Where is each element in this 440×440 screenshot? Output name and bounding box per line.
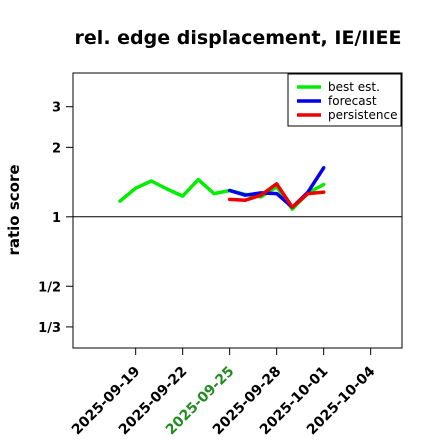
y-axis-label: ratio score [5, 164, 23, 255]
series-line-persistence [227, 182, 326, 209]
y-tick-label: 1/3 [38, 321, 61, 336]
y-tick-label: 1/2 [38, 280, 61, 295]
y-tick-label: 2 [52, 141, 61, 156]
legend-label: best est. [328, 80, 380, 94]
plot-frame [72, 72, 403, 349]
legend-label: persistence [328, 108, 397, 122]
y-tick-label: 1 [52, 211, 61, 226]
legend-label: forecast [328, 94, 377, 108]
y-tick-label: 3 [52, 101, 61, 116]
chart-title: rel. edge displacement, IE/IIEE [75, 27, 402, 49]
